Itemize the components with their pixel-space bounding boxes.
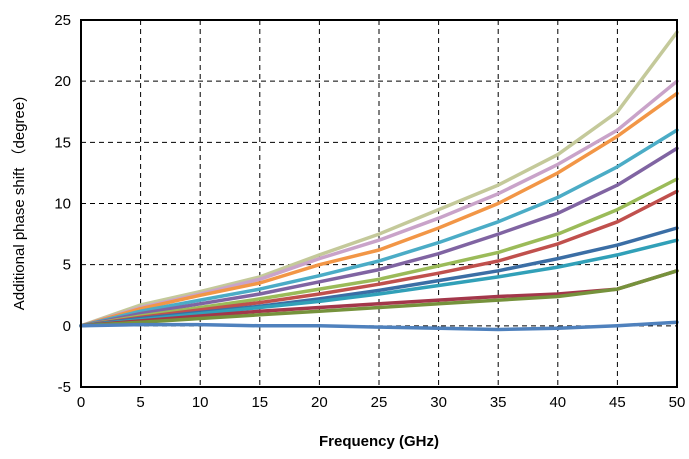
x-tick-label: 30 — [430, 394, 447, 411]
y-tick-label: -5 — [58, 379, 71, 396]
series-line — [79, 146, 679, 328]
series-line — [79, 269, 679, 328]
y-tick-label: 10 — [54, 196, 71, 213]
series-line — [79, 30, 679, 328]
x-tick-label: 20 — [311, 394, 328, 411]
plot-frame — [80, 19, 678, 388]
x-tick-label: 45 — [609, 394, 626, 411]
x-tick-label: 35 — [490, 394, 507, 411]
series-line — [79, 177, 679, 328]
x-tick-label: 10 — [192, 394, 209, 411]
x-tick-label: 40 — [549, 394, 566, 411]
x-tick-label: 15 — [251, 394, 268, 411]
series-line — [79, 320, 679, 332]
y-tick-label: 0 — [63, 318, 71, 335]
x-tick-label: 50 — [669, 394, 686, 411]
x-tick-labels: 0 5 10 15 20 25 30 35 40 45 50 — [77, 394, 686, 411]
series-line — [79, 91, 679, 328]
series-line — [79, 128, 679, 328]
y-tick-labels: -5 0 5 10 15 20 25 — [54, 12, 71, 396]
y-tick-label: 15 — [54, 134, 71, 151]
x-tick-label: 5 — [136, 394, 144, 411]
x-tick-label: 25 — [371, 394, 388, 411]
x-tick-label: 0 — [77, 394, 85, 411]
y-tick-label: 5 — [63, 257, 71, 274]
series-lines — [79, 30, 679, 332]
series-line — [79, 189, 679, 328]
y-axis-title: Additional phase shift （degree) — [11, 97, 28, 310]
x-axis-title: Frequency (GHz) — [319, 433, 439, 450]
series-line — [79, 238, 679, 328]
grid — [81, 20, 677, 387]
y-tick-label: 20 — [54, 73, 71, 90]
y-tick-label: 25 — [54, 12, 71, 29]
